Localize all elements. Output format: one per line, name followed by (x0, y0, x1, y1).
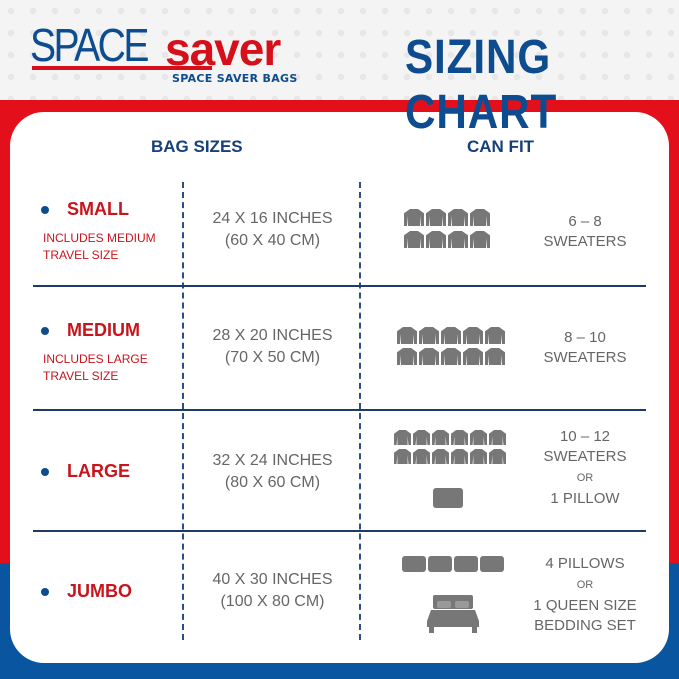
dims-cm: (80 X 60 CM) (224, 474, 321, 491)
sweater-icon (432, 430, 449, 445)
dims-cm: (100 X 80 CM) (220, 593, 325, 610)
pillow-icon (480, 556, 504, 572)
bullet-icon (41, 327, 49, 335)
sweater-icon (413, 449, 430, 464)
fit-or: OR (576, 579, 594, 591)
note-line: INCLUDES MEDIUM (43, 231, 156, 245)
sweater-icon (397, 348, 417, 365)
sweater-icon (441, 348, 461, 365)
sweater-icon (432, 449, 449, 464)
row-divider (33, 530, 646, 532)
sweater-icon (448, 209, 468, 226)
size-note: INCLUDES MEDIUM TRAVEL SIZE (43, 230, 156, 264)
sweater-icon (413, 430, 430, 445)
fit-alt: 1 PILLOW (550, 490, 620, 507)
sweater-icon (470, 231, 490, 248)
can-fit-text: 4 PILLOWS OR 1 QUEEN SIZE BEDDING SET (525, 554, 645, 636)
fit-alt-2: BEDDING SET (534, 617, 636, 634)
logo-underline (32, 66, 212, 70)
sweater-icon (394, 430, 411, 445)
bullet-icon (41, 468, 49, 476)
fit-count: 4 PILLOWS (545, 555, 625, 572)
size-dimensions: 28 X 20 INCHES (70 X 50 CM) (185, 325, 360, 369)
sweater-icon (489, 430, 506, 445)
size-dimensions: 40 X 30 INCHES (100 X 80 CM) (185, 569, 360, 613)
pillow-icons (402, 556, 504, 572)
bed-icon (427, 595, 479, 633)
bullet-icon (41, 588, 49, 596)
column-divider (182, 182, 184, 640)
sweater-icon (419, 348, 439, 365)
fit-item: SWEATERS (543, 349, 627, 366)
dims-inches: 28 X 20 INCHES (212, 327, 333, 344)
sweater-icon (470, 430, 487, 445)
sweater-icon (489, 449, 506, 464)
size-note: INCLUDES LARGE TRAVEL SIZE (43, 351, 148, 385)
sweater-icon (404, 209, 424, 226)
dot-pattern (0, 0, 679, 100)
pillow-icon (402, 556, 426, 572)
size-dimensions: 24 X 16 INCHES (60 X 40 CM) (185, 208, 360, 252)
note-line: TRAVEL SIZE (43, 369, 119, 383)
sweater-icon (470, 449, 487, 464)
sweater-icons (404, 209, 490, 248)
sweater-icon (470, 209, 490, 226)
page-title: SIZING CHART (405, 31, 558, 139)
dims-cm: (60 X 40 CM) (224, 232, 321, 249)
sweater-icon (426, 231, 446, 248)
can-fit-text: 10 – 12 SWEATERS OR 1 PILLOW (525, 427, 645, 509)
dims-inches: 24 X 16 INCHES (212, 210, 333, 227)
sweater-icons (394, 430, 506, 464)
size-name: JUMBO (67, 581, 133, 601)
fit-item: SWEATERS (543, 233, 627, 250)
dims-inches: 32 X 24 INCHES (212, 452, 333, 469)
note-line: TRAVEL SIZE (43, 248, 119, 262)
sweater-icon (419, 327, 439, 344)
sweater-icon (426, 209, 446, 226)
sweater-icons (397, 327, 505, 365)
row-divider (33, 285, 646, 287)
sweater-icon (394, 449, 411, 464)
pillow-icon (454, 556, 478, 572)
sweater-icon (451, 430, 468, 445)
pillow-icon (433, 488, 463, 508)
size-name: SMALL (67, 199, 129, 219)
header-can-fit: CAN FIT (467, 137, 535, 156)
pillow-icon (428, 556, 452, 572)
sweater-icon (441, 327, 461, 344)
header-band (0, 0, 679, 100)
dims-inches: 40 X 30 INCHES (212, 571, 333, 588)
column-divider (359, 182, 361, 640)
fit-item: SWEATERS (543, 448, 627, 465)
sweater-icon (451, 449, 468, 464)
header-bag-sizes: BAG SIZES (151, 137, 243, 156)
can-fit-text: 6 – 8 SWEATERS (525, 212, 645, 252)
size-name: LARGE (67, 461, 130, 481)
sweater-icon (485, 348, 505, 365)
fit-count: 10 – 12 (559, 428, 611, 445)
logo-space: SPACE (30, 19, 149, 71)
sweater-icon (463, 348, 483, 365)
fit-or: OR (576, 472, 594, 484)
can-fit-text: 8 – 10 SWEATERS (525, 328, 645, 368)
sweater-icon (448, 231, 468, 248)
sweater-icon (397, 327, 417, 344)
sweater-icon (404, 231, 424, 248)
fit-alt: 1 QUEEN SIZE (533, 597, 637, 614)
fit-count: 6 – 8 (568, 213, 602, 230)
size-dimensions: 32 X 24 INCHES (80 X 60 CM) (185, 450, 360, 494)
brand-logo: SPACE saver SPACE SAVER BAGS (30, 12, 310, 87)
fit-count: 8 – 10 (564, 329, 606, 346)
sweater-icon (463, 327, 483, 344)
row-divider (33, 409, 646, 411)
logo-subtitle: SPACE SAVER BAGS (172, 72, 298, 85)
note-line: INCLUDES LARGE (43, 352, 148, 366)
dims-cm: (70 X 50 CM) (224, 349, 321, 366)
bullet-icon (41, 206, 49, 214)
sweater-icon (485, 327, 505, 344)
chart-card (10, 112, 669, 663)
size-name: MEDIUM (67, 320, 140, 340)
